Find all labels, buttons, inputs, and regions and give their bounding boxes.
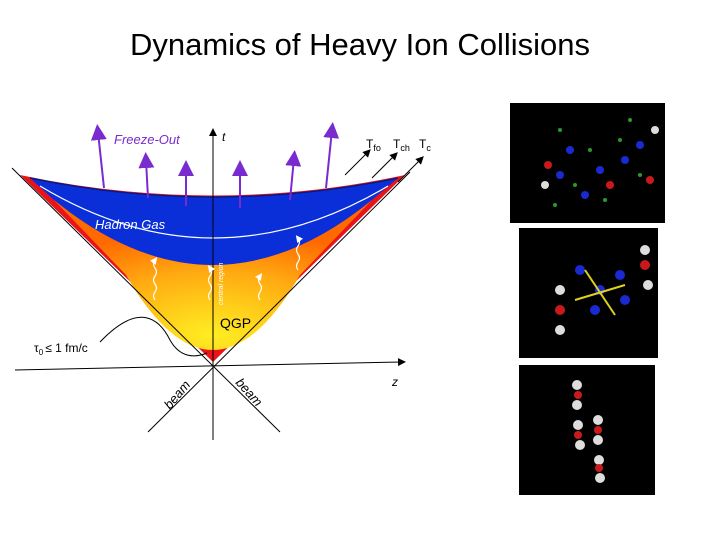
snapshot-early (519, 365, 655, 495)
freeze-out-label: Freeze-Out (114, 132, 181, 147)
tau-curve (99, 316, 208, 357)
z-axis (14, 358, 406, 371)
qgp-label: QGP (220, 315, 251, 331)
hadron-gas-label: Hadron Gas (95, 217, 166, 232)
t-label: t (222, 130, 226, 144)
symbol: τ (34, 341, 39, 355)
snapshot-mid (519, 228, 658, 358)
subscript: ch (400, 143, 410, 153)
hadron-gas-region (30, 178, 398, 265)
temperature-arrow (344, 149, 371, 176)
beam-label: beam (161, 377, 194, 412)
subscript: 0 (39, 348, 44, 357)
tau-label: τ0 ≤ 1 fm/c (34, 341, 88, 357)
temperature-label: Tc (419, 137, 431, 153)
emission-arrows (90, 122, 340, 208)
temperature-arrow (371, 152, 398, 179)
beam-label: beam (233, 375, 266, 409)
photon-arrows (149, 235, 304, 301)
temperature-label: Tfo (366, 137, 381, 153)
symbol: T (419, 137, 427, 151)
central-region-label: central region (218, 262, 225, 305)
temperature-label: Tch (393, 137, 410, 153)
light-cone (11, 167, 281, 433)
subscript: c (426, 143, 431, 153)
slide-title: Dynamics of Heavy Ion Collisions (130, 27, 590, 62)
symbol: T (393, 137, 401, 151)
subscript: fo (373, 143, 381, 153)
temperature-arrow (397, 156, 424, 183)
snapshot-late (510, 103, 665, 223)
z-label: z (391, 375, 398, 389)
symbol: T (366, 137, 374, 151)
tau-value: ≤ 1 fm/c (45, 341, 88, 355)
light-cone (147, 171, 411, 433)
